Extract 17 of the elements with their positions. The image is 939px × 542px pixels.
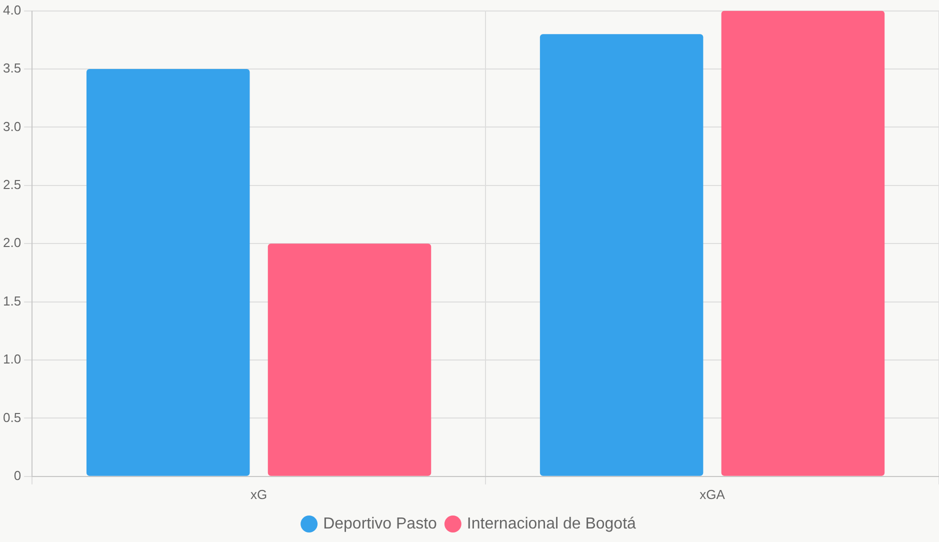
bar <box>540 34 704 476</box>
bar <box>86 69 250 476</box>
y-tick-label: 3.5 <box>2 60 22 76</box>
y-tick-label: 2.5 <box>2 176 22 192</box>
x-tick-label: xG <box>250 486 268 502</box>
legend-label: Internacional de Bogotá <box>466 515 636 532</box>
y-tick-label: 1.5 <box>2 293 22 308</box>
bar <box>721 10 885 476</box>
y-tick-label: 1.0 <box>2 352 22 367</box>
bar <box>268 244 432 476</box>
y-tick-label: 0 <box>14 468 22 483</box>
y-tick-label: 4.0 <box>2 2 22 18</box>
x-tick-label: xGA <box>700 486 726 502</box>
legend-label: Deportivo Pasto <box>323 515 438 532</box>
y-tick-label: 3.0 <box>2 118 22 134</box>
y-tick-label: 0.5 <box>2 410 22 425</box>
y-tick-label: 2.0 <box>2 235 22 250</box>
